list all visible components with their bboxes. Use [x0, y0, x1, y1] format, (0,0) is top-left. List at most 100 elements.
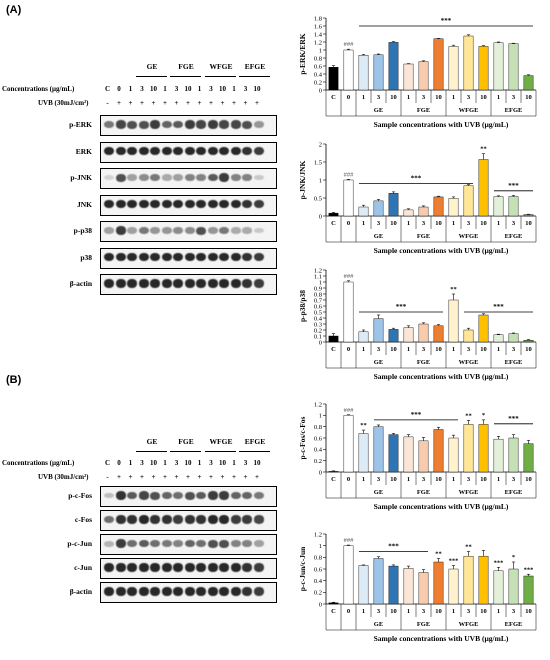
blot-band	[253, 174, 264, 181]
blot-band	[150, 515, 160, 524]
significance-label: ***	[508, 415, 519, 423]
lane-label: +	[151, 99, 156, 107]
blot-band	[173, 563, 183, 572]
blot-label: JNK	[77, 199, 92, 209]
bar	[388, 565, 399, 605]
y-tick-label: 0.2	[314, 79, 322, 86]
blot-band	[219, 539, 229, 548]
bar	[403, 209, 414, 217]
lane-label: +	[243, 473, 248, 481]
blot-image	[100, 582, 277, 603]
blot-band	[127, 227, 137, 234]
lane-label: +	[220, 473, 225, 481]
bar-annotation: **	[465, 544, 472, 551]
group-label-ge: GE	[146, 437, 158, 446]
blot-band	[196, 174, 206, 181]
blot-band	[207, 563, 218, 572]
blot-band	[196, 515, 206, 524]
group-label: EFGE	[505, 489, 523, 496]
blot-band	[127, 587, 137, 596]
blot-band	[104, 146, 114, 156]
blot-band	[173, 174, 183, 181]
group-label: WFGE	[459, 233, 479, 240]
category-label: 10	[480, 608, 487, 615]
category-label: C	[331, 608, 336, 615]
y-tick-label: 1.8	[314, 15, 322, 22]
group-label: FGE	[417, 233, 430, 240]
blot-band	[115, 279, 126, 288]
category-label: 3	[422, 346, 426, 353]
blot-label: p38	[80, 252, 92, 262]
blot-band	[230, 279, 241, 288]
blot-label: p-ERK	[69, 120, 92, 129]
bar	[493, 334, 504, 343]
category-label: 3	[512, 346, 516, 353]
significance-label: ***	[441, 17, 452, 25]
blot-image	[100, 558, 277, 579]
blot-band	[173, 120, 183, 129]
bar	[343, 179, 354, 217]
blot-band	[219, 279, 229, 288]
category-label: 1	[452, 608, 455, 615]
bar-annotation: **	[360, 422, 367, 429]
bar	[358, 55, 369, 91]
lane-label: 1	[197, 85, 202, 93]
bar	[343, 545, 354, 605]
group-label-wfge: WFGE	[209, 62, 233, 71]
category-label: 3	[422, 608, 426, 615]
blot-band	[150, 199, 160, 209]
blot-band	[219, 146, 229, 156]
blot-band	[173, 146, 183, 156]
blot-band	[184, 146, 195, 156]
blot-band	[138, 199, 149, 209]
blot-band	[115, 563, 126, 572]
blot-band	[104, 587, 114, 596]
blot-band	[138, 226, 149, 235]
blot-band	[230, 587, 241, 596]
group-line	[239, 451, 270, 452]
lane-label: +	[186, 473, 190, 481]
lane-label: +	[128, 473, 133, 481]
control-significance: ###	[344, 41, 355, 48]
y-tick-label: 0.8	[314, 555, 322, 562]
blot-band	[138, 587, 149, 596]
blot-band	[173, 279, 183, 288]
y-axis-label: p-JNK/JNK	[298, 160, 307, 199]
lane-label: +	[209, 99, 213, 107]
blot-band	[196, 587, 206, 596]
blot-band	[242, 120, 252, 129]
category-label: C	[331, 346, 336, 353]
group-label: WFGE	[459, 107, 479, 114]
category-label: 10	[525, 94, 532, 101]
bar	[433, 325, 444, 343]
significance-label: ***	[493, 303, 504, 311]
blot-band	[230, 491, 241, 500]
blot-band	[127, 199, 137, 209]
group-line	[170, 451, 201, 452]
bar	[388, 42, 399, 91]
y-tick-label: 0.4	[314, 71, 323, 78]
lane-label: 10	[219, 85, 226, 93]
blot-band	[173, 515, 183, 524]
blot-band	[115, 252, 126, 262]
category-label: 1	[452, 476, 455, 483]
blot-band	[219, 587, 229, 596]
group-line	[136, 76, 167, 77]
blot-band	[150, 587, 160, 596]
bar-annotation: **	[465, 412, 472, 419]
y-tick-label: 1.2	[314, 401, 322, 408]
blot-band	[150, 539, 160, 548]
blot-band	[207, 120, 218, 129]
lane-label: +	[197, 473, 202, 481]
group-label: EFGE	[505, 359, 523, 366]
category-label: 1	[497, 346, 500, 353]
category-label: 10	[480, 220, 487, 227]
category-label: 10	[390, 346, 397, 353]
blot-image	[100, 141, 277, 163]
blot-band	[115, 226, 126, 235]
lane-label: 3	[140, 459, 144, 467]
category-label: 0	[347, 94, 350, 101]
group-label-efge: EFGE	[244, 62, 266, 71]
blot-band	[207, 173, 218, 182]
